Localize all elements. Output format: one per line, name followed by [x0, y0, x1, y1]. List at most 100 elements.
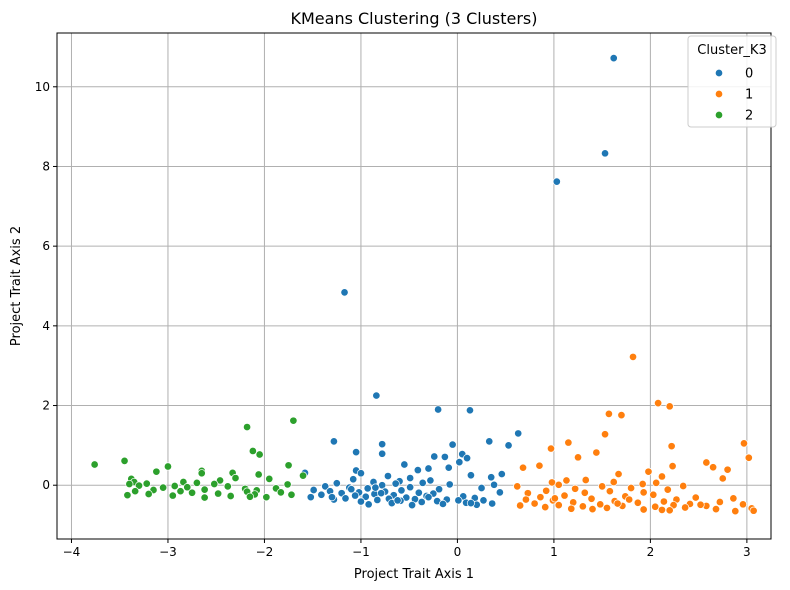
cluster-1-point: [723, 465, 732, 474]
cluster-2-point: [223, 482, 232, 491]
cluster-2-point: [152, 467, 161, 476]
y-tick-label: 2: [42, 399, 50, 413]
cluster-0-point: [377, 489, 386, 498]
cluster-2-point: [245, 492, 255, 501]
cluster-0-point: [391, 479, 400, 488]
cluster-2-point: [188, 488, 197, 497]
cluster-1-point: [749, 506, 758, 515]
cluster-0-point: [378, 449, 387, 458]
cluster-0-point: [438, 499, 447, 508]
cluster-0-point: [445, 480, 454, 489]
cluster-0-point: [351, 491, 360, 500]
legend-marker: [714, 89, 724, 99]
y-tick-label: 4: [42, 319, 50, 333]
cluster-2-point: [255, 450, 264, 459]
plot-frame: [56, 32, 772, 540]
cluster-1-point: [663, 485, 672, 494]
cluster-0-point: [406, 473, 415, 483]
cluster-1-point: [729, 494, 738, 503]
cluster-1-point: [600, 430, 610, 439]
cluster-1-point: [513, 482, 522, 491]
cluster-0-point: [406, 483, 415, 492]
cluster-0-point: [361, 492, 370, 501]
cluster-0-point: [454, 496, 463, 505]
cluster-2-point: [216, 476, 225, 485]
cluster-0-point: [327, 493, 337, 502]
cluster-1-point: [639, 488, 648, 497]
cluster-1-point: [614, 470, 623, 479]
cluster-2-point: [200, 485, 209, 494]
cluster-0-point: [430, 452, 439, 461]
cluster-0-point: [397, 486, 406, 495]
cluster-2-point: [287, 490, 296, 499]
cluster-1-point: [633, 498, 642, 507]
x-tick-label: 3: [743, 545, 751, 559]
cluster-1-point: [562, 476, 571, 485]
cluster-1-point: [639, 505, 648, 514]
cluster-1-point: [739, 439, 749, 448]
cluster-0-point: [497, 470, 506, 479]
cluster-2-point: [289, 416, 298, 425]
cluster-0-point: [372, 391, 381, 400]
cluster-1-point: [654, 399, 663, 408]
cluster-0-point: [418, 478, 427, 487]
legend-frame: [687, 35, 777, 128]
y-tick-label: 10: [35, 80, 50, 94]
cluster-0-point: [465, 406, 475, 415]
cluster-1-point: [744, 453, 753, 462]
cluster-2-point: [134, 481, 144, 490]
chart-title: KMeans Clustering (3 Clusters): [291, 9, 538, 28]
cluster-1-point: [657, 472, 667, 481]
cluster-0-point: [455, 458, 464, 467]
cluster-0-point: [356, 497, 365, 506]
cluster-0-point: [477, 483, 486, 493]
cluster-0-point: [488, 499, 497, 508]
x-axis-label: Project Trait Axis 1: [354, 567, 474, 582]
cluster-1-point: [588, 505, 597, 514]
legend-title: Cluster_K3: [697, 43, 766, 58]
cluster-1-point: [679, 481, 688, 491]
cluster-2-point: [163, 462, 173, 471]
cluster-0-point: [400, 460, 409, 469]
cluster-1-point: [617, 411, 626, 420]
cluster-0-point: [321, 482, 330, 491]
x-tick-label: 0: [454, 545, 462, 559]
cluster-2-point: [142, 479, 151, 488]
cluster-1-point: [571, 484, 580, 493]
cluster-0-point: [490, 480, 499, 489]
cluster-2-point: [176, 487, 185, 496]
cluster-1-point: [580, 488, 589, 497]
cluster-1-point: [696, 500, 705, 509]
cluster-2-point: [226, 491, 235, 501]
legend: Cluster_K3 0 1 2: [687, 35, 777, 128]
cluster-1-point: [554, 501, 563, 510]
cluster-1-point: [535, 461, 544, 470]
cluster-0-point: [340, 288, 349, 297]
cluster-1-point: [605, 487, 614, 496]
cluster-2-point: [231, 473, 240, 483]
cluster-0-point: [424, 464, 433, 473]
cluster-1-point: [592, 448, 601, 457]
cluster-0-point: [463, 454, 472, 463]
cluster-0-point: [435, 485, 444, 494]
cluster-1-point: [657, 505, 667, 514]
cluster-1-point: [581, 475, 590, 485]
cluster-0-point: [349, 475, 358, 484]
cluster-1-point: [564, 438, 573, 447]
cluster-0-point: [364, 500, 373, 509]
cluster-1-point: [573, 453, 583, 462]
cluster-1-point: [609, 477, 618, 487]
cluster-0-point: [479, 496, 488, 505]
x-tick-label: 2: [647, 545, 655, 559]
cluster-1-point: [651, 502, 660, 511]
cluster-0-point: [424, 493, 433, 502]
cluster-0-point: [378, 440, 387, 449]
cluster-0-point: [371, 483, 380, 492]
cluster-0-point: [426, 476, 435, 485]
legend-marker: [714, 110, 724, 120]
cluster-2-point: [183, 483, 192, 492]
cluster-0-point: [414, 488, 423, 497]
cluster-1-point: [536, 493, 545, 502]
